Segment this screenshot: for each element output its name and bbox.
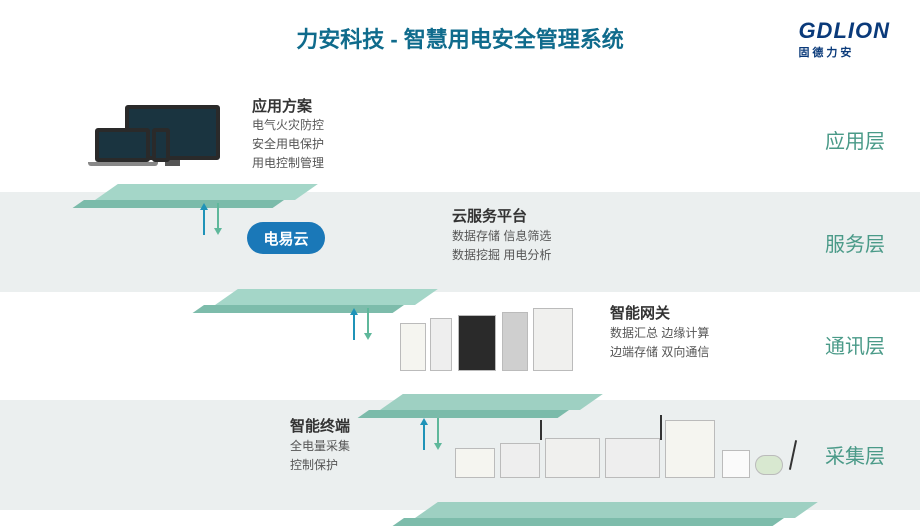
terminal-device-5 — [665, 420, 715, 478]
gateway-device-1 — [400, 323, 426, 371]
arrow-down-icon — [214, 203, 222, 235]
bidirectional-arrows-icon — [200, 203, 222, 235]
platform-slab — [95, 160, 295, 208]
terminal-device-6 — [722, 450, 750, 478]
arrow-down-icon — [364, 308, 372, 340]
terminal-device-1 — [455, 448, 495, 478]
layer-label: 服务层 — [825, 228, 885, 257]
section-title: 应用方案 — [252, 95, 312, 116]
layer-label: 应用层 — [825, 125, 885, 154]
section-title: 智能终端 — [290, 415, 350, 436]
gateway-device-5 — [533, 308, 573, 371]
section-title: 智能网关 — [610, 302, 670, 323]
antenna-icon — [540, 420, 542, 440]
arrow-up-icon — [420, 418, 428, 450]
gateway-device-3 — [458, 315, 496, 371]
bidirectional-arrows-icon — [350, 308, 372, 340]
platform-slab — [215, 265, 415, 313]
layer-label: 通讯层 — [825, 330, 885, 359]
logo-main-text: GDLION — [798, 18, 890, 44]
section-items: 全电量采集控制保护 — [290, 437, 350, 475]
bidirectional-arrows-icon — [420, 418, 442, 450]
arrow-up-icon — [350, 308, 358, 340]
laptop-device — [95, 128, 150, 162]
layer-label: 采集层 — [825, 440, 885, 469]
section-items: 数据汇总 边缘计算边端存储 双向通信 — [610, 324, 709, 362]
gateway-device-2 — [430, 318, 452, 371]
logo-sub-text: 固德力安 — [798, 44, 890, 60]
brand-logo: GDLION 固德力安 — [798, 18, 890, 60]
platform-slab — [415, 478, 795, 526]
cloud-badge: 电易云 — [247, 222, 325, 254]
terminal-device-4 — [605, 438, 660, 478]
antenna-icon — [660, 415, 662, 440]
terminal-device-2 — [500, 443, 540, 478]
terminal-device-7 — [755, 455, 783, 475]
platform-slab — [380, 370, 580, 418]
terminal-device-3 — [545, 438, 600, 478]
arrow-up-icon — [200, 203, 208, 235]
page-title: 力安科技 - 智慧用电安全管理系统 — [0, 22, 920, 54]
section-title: 云服务平台 — [452, 205, 527, 226]
arrow-down-icon — [434, 418, 442, 450]
section-items: 数据存储 信息筛选数据挖掘 用电分析 — [452, 227, 551, 265]
phone-device — [152, 128, 170, 162]
gateway-device-4 — [502, 312, 528, 371]
